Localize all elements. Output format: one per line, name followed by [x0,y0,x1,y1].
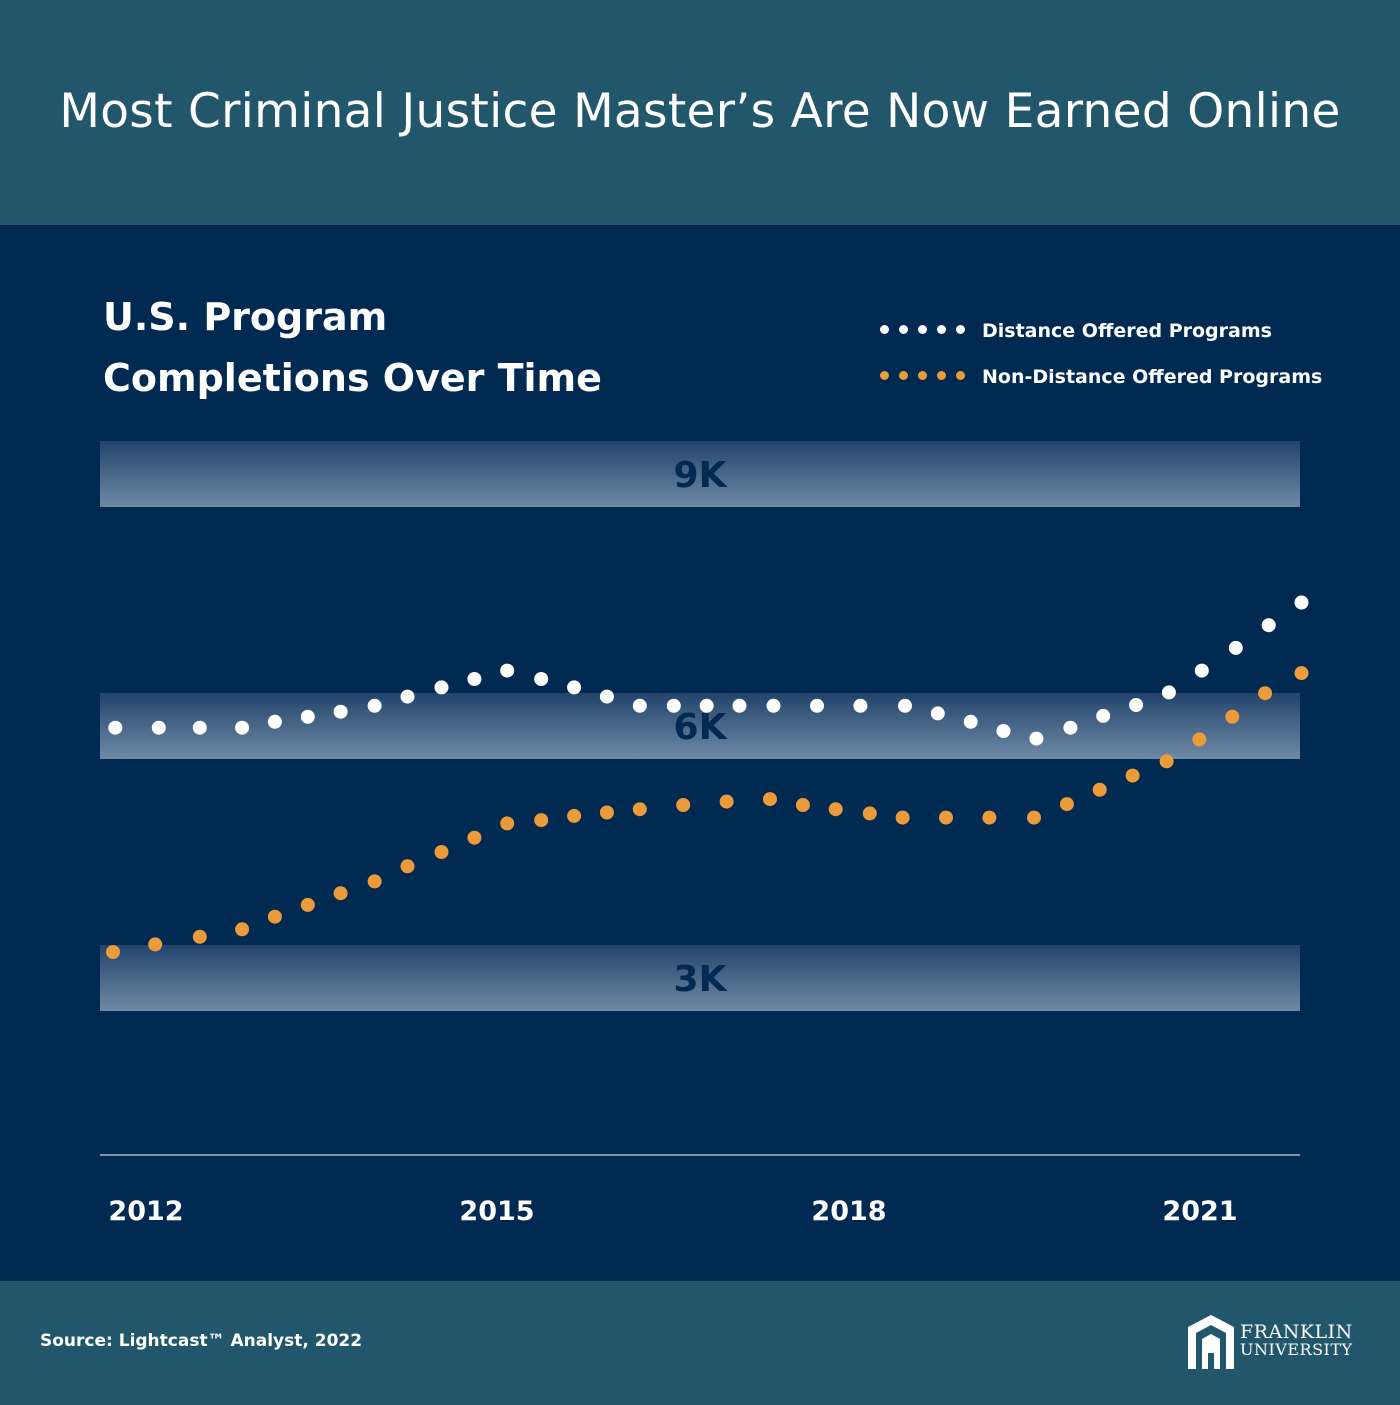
distance-point-17 [699,698,714,713]
legend-label-distance: Distance Offered Programs [982,320,1272,342]
non-distance-point-5 [300,897,315,912]
non-distance-point-7 [367,874,382,889]
non-distance-point-20 [828,802,843,817]
footer: Source: Lightcast™ Analyst, 2022 FRANKLI… [0,1281,1400,1405]
legend-item-distance: Distance Offered Programs [880,308,1322,354]
non-distance-point-26 [1059,797,1074,812]
distance-point-15 [632,698,647,713]
y-band-3k [100,945,1300,1011]
legend-item-non-distance: Non-Distance Offered Programs [880,354,1322,400]
non-distance-point-9 [434,845,449,859]
non-distance-point-25 [1027,810,1041,825]
distance-point-11 [500,663,515,678]
non-distance-point-18 [763,792,777,807]
franklin-logo: FRANKLIN UNIVERSITY [1186,1313,1353,1369]
chart-plot: 9K 6K 3K 2012 2015 2018 2021 [100,441,1309,1227]
non-distance-point-22 [895,810,910,825]
header-banner: Most Criminal Justice Master’s Are Now E… [0,0,1400,225]
chart-title-line-1: U.S. Program [103,295,388,339]
distance-point-28 [1096,708,1111,723]
legend-swatch-non-distance [880,371,970,383]
distance-point-9 [434,680,449,695]
distance-point-13 [567,680,582,695]
page-title: Most Criminal Justice Master’s Are Now E… [59,84,1341,139]
logo-line-2: UNIVERSITY [1240,1340,1353,1359]
non-distance-point-0 [106,945,120,959]
logo-line-1: FRANKLIN [1240,1321,1353,1343]
non-distance-point-15 [632,802,647,817]
distance-point-0 [108,720,123,735]
non-distance-point-29 [1159,754,1174,769]
distance-point-20 [810,698,824,713]
distance-point-24 [963,714,978,729]
distance-point-19 [766,698,781,713]
distance-point-6 [333,704,348,719]
distance-point-7 [367,698,382,713]
chart-legend: Distance Offered Programs Non-Distance O… [880,308,1322,400]
distance-point-2 [192,720,207,735]
distance-point-12 [534,672,549,686]
x-tick-label-2018: 2018 [811,1196,886,1227]
non-distance-point-27 [1092,782,1107,797]
non-distance-point-6 [333,886,348,901]
non-distance-point-21 [862,806,877,821]
distance-point-23 [930,706,945,721]
distance-point-14 [599,689,614,704]
non-distance-point-4 [267,909,282,924]
distance-point-1 [151,720,166,735]
x-tick-label-2015: 2015 [459,1196,534,1227]
distance-point-8 [400,689,415,704]
distance-point-16 [666,698,681,713]
non-distance-point-14 [599,805,614,820]
non-distance-point-31 [1225,709,1240,724]
x-tick-label-2021: 2021 [1162,1196,1237,1227]
non-distance-point-19 [795,798,810,812]
distance-point-3 [235,720,250,735]
distance-point-32 [1228,640,1243,655]
distance-point-31 [1194,663,1209,678]
non-distance-point-13 [567,808,582,823]
distance-point-22 [898,698,912,713]
non-distance-point-10 [467,830,482,845]
non-distance-point-28 [1125,768,1140,783]
non-distance-point-8 [400,859,415,874]
non-distance-point-12 [534,813,549,828]
distance-point-27 [1063,720,1078,735]
distance-point-30 [1161,685,1176,700]
non-distance-point-30 [1192,732,1207,747]
non-distance-point-1 [148,937,163,952]
non-distance-point-16 [676,798,691,812]
legend-label-non-distance: Non-Distance Offered Programs [982,366,1323,388]
x-tick-label-2012: 2012 [108,1196,183,1227]
distance-point-21 [853,698,868,713]
chart-title: U.S. Program Completions Over Time [103,287,602,409]
arch-logo-icon [1188,1315,1234,1369]
distance-point-4 [267,714,282,729]
legend-swatch-distance [880,325,970,337]
distance-point-33 [1261,618,1276,633]
y-tick-label-6k: 6K [674,707,728,748]
distance-point-10 [467,672,482,686]
non-distance-point-17 [719,794,734,809]
chart-title-line-2: Completions Over Time [103,356,602,400]
y-tick-label-3k: 3K [674,959,728,1000]
non-distance-point-33 [1294,666,1309,681]
y-tick-label-9k: 9K [674,455,728,496]
non-distance-point-2 [192,929,207,944]
distance-point-29 [1129,698,1144,712]
y-band-9k [100,441,1300,507]
distance-point-25 [996,724,1011,738]
non-distance-point-3 [235,922,250,937]
distance-point-26 [1029,731,1044,746]
chart-panel: U.S. Program Completions Over Time Dista… [0,225,1400,1281]
source-note: Source: Lightcast™ Analyst, 2022 [40,1331,363,1351]
non-distance-point-24 [982,810,997,825]
distance-point-5 [300,709,315,724]
non-distance-point-23 [939,810,953,825]
non-distance-point-32 [1258,686,1273,701]
non-distance-point-11 [500,816,515,831]
distance-point-34 [1294,595,1309,610]
distance-point-18 [732,698,747,713]
